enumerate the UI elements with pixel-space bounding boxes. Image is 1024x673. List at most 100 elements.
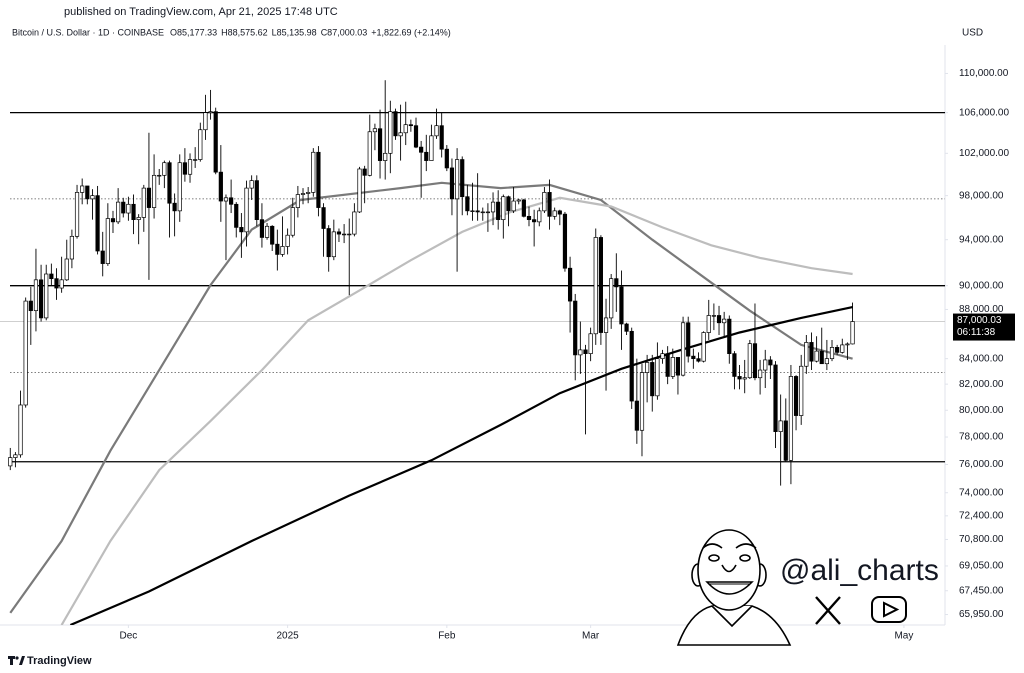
candle-body	[737, 376, 742, 380]
axes: 110,000.00 106,000.00 102,000.00 98,000.00 9…	[119, 68, 1015, 642]
candle-body	[336, 231, 342, 235]
x-tick-label: 2025	[276, 631, 299, 642]
candle-body	[18, 404, 23, 456]
y-tick-label: 69,050.00	[959, 561, 1004, 572]
candle-body	[393, 111, 398, 137]
candle-body	[38, 279, 44, 319]
y-tick-label: 88,000.00	[959, 304, 1004, 315]
candle-body	[331, 231, 336, 258]
candle-body	[511, 200, 516, 212]
y-tick-label: 70,800.00	[959, 534, 1004, 545]
candle-body	[722, 318, 727, 324]
candle-body	[567, 267, 573, 302]
candle-body	[552, 210, 557, 217]
candle-body	[100, 250, 105, 264]
candle-body	[788, 376, 794, 461]
plot-area	[0, 80, 945, 625]
candle-body	[321, 207, 326, 229]
candle-body	[562, 213, 568, 269]
candle-body	[383, 152, 388, 161]
candle-body	[311, 151, 316, 193]
candle-body	[280, 246, 285, 255]
candle-body	[470, 210, 475, 212]
candle-body	[177, 162, 182, 212]
ohlc-value: +1,822.69 (+2.14%)	[371, 27, 451, 37]
candle-body	[234, 203, 239, 228]
candle-body	[223, 197, 229, 202]
candle-body	[254, 180, 259, 220]
candle-body	[49, 273, 54, 280]
candle-body	[809, 342, 814, 362]
candle-body	[131, 203, 136, 220]
candle-body	[59, 279, 64, 289]
candle-body	[28, 300, 33, 312]
candle-body	[583, 349, 588, 354]
candle-body	[157, 174, 162, 177]
last-price-label: 87,000.03	[957, 315, 1002, 326]
candle-body	[193, 159, 198, 161]
candle-body	[275, 243, 280, 255]
candle-body	[655, 358, 660, 397]
candle-body	[547, 192, 552, 217]
brand-logo	[8, 656, 25, 665]
candle-body	[182, 162, 187, 175]
y-tick-label: 94,000.00	[959, 234, 1004, 245]
y-tick-label: 67,450.00	[959, 585, 1004, 596]
y-tick-label: 98,000.00	[959, 190, 1004, 201]
candle-body	[835, 347, 840, 353]
x-icon	[815, 596, 841, 625]
candle-body	[85, 185, 90, 200]
y-tick-label: 74,000.00	[959, 487, 1004, 498]
candle-body	[352, 211, 357, 235]
candle-body	[804, 342, 809, 367]
candle-body	[198, 129, 203, 160]
candle-body	[819, 350, 824, 365]
y-tick-label: 110,000.00	[959, 68, 1009, 79]
candle-body	[747, 343, 752, 379]
candle-body	[619, 286, 624, 325]
candle-body	[121, 201, 126, 214]
candle-body	[742, 377, 747, 380]
candle-body	[90, 195, 95, 200]
candle-body	[727, 318, 732, 354]
candle-body	[347, 233, 352, 236]
published-note: published on TradingView.com, Apr 21, 20…	[64, 6, 338, 18]
candle-body	[814, 350, 819, 362]
candle-body	[490, 201, 496, 213]
candle-body	[783, 420, 788, 461]
candle-body	[645, 362, 650, 373]
candle-body	[69, 235, 74, 260]
candle-body	[706, 315, 711, 333]
y-tick-label: 90,000.00	[959, 280, 1004, 291]
candle-body	[670, 357, 675, 377]
candle-body	[829, 347, 835, 360]
candle-body	[377, 128, 383, 161]
candle-body	[501, 196, 506, 220]
candle-body	[768, 359, 773, 366]
candle-body	[44, 273, 49, 319]
candle-body	[270, 225, 275, 245]
candle-body	[372, 128, 378, 133]
candle-body	[542, 192, 547, 212]
x-tick-label: May	[894, 631, 913, 642]
candle-body	[496, 201, 501, 220]
candle-body	[110, 218, 116, 223]
candle-body	[454, 159, 460, 200]
candle-body	[588, 333, 593, 354]
candle-body	[696, 358, 701, 362]
candle-body	[824, 358, 829, 365]
candle-body	[639, 372, 645, 431]
candle-body	[419, 146, 424, 153]
candle-body	[439, 125, 444, 150]
candle-body	[650, 362, 655, 397]
candle-body	[598, 237, 603, 333]
x-tick-label: Mar	[582, 631, 600, 642]
candle-body	[8, 457, 13, 467]
candle-body	[752, 343, 758, 379]
candle-body	[357, 168, 362, 213]
y-tick-label: 84,000.00	[959, 353, 1004, 364]
candle-body	[295, 194, 300, 208]
candle-body	[136, 217, 141, 220]
candle-body	[249, 180, 254, 189]
